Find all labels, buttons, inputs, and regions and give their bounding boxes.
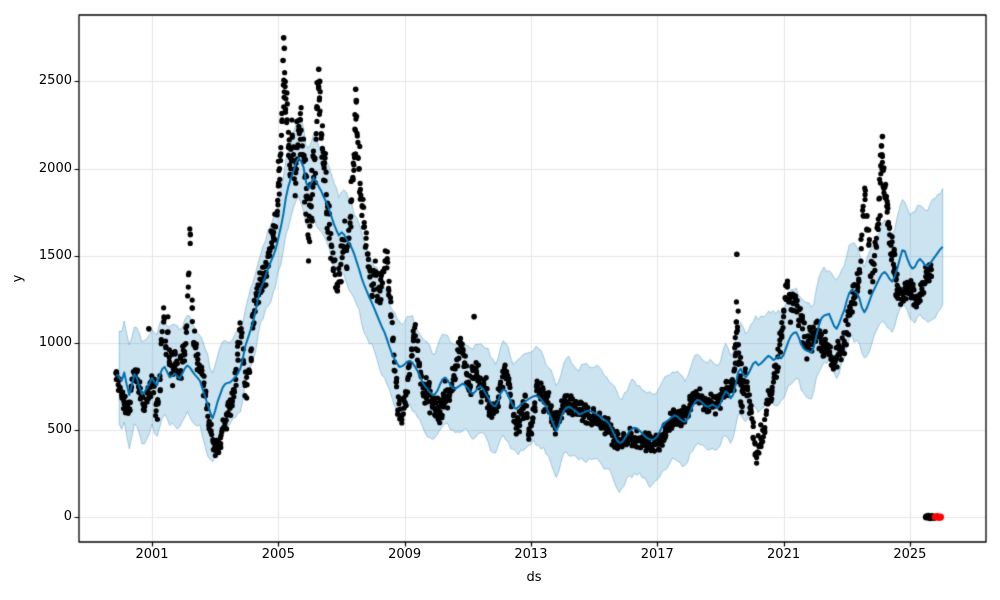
x-tick-label: 2005: [261, 547, 295, 562]
x-tick-label: 2021: [767, 547, 801, 562]
x-tick-label: 2001: [135, 547, 169, 562]
x-tick-label: 2025: [893, 547, 927, 562]
y-tick-label: 2000: [38, 160, 72, 176]
y-tick-label: 0: [63, 509, 72, 525]
x-tick-label: 2009: [388, 547, 422, 562]
y-tick-label: 1500: [38, 247, 72, 263]
y-tick-label: 500: [47, 421, 72, 437]
x-axis-label: ds: [526, 570, 542, 585]
x-tick-label: 2013: [514, 547, 548, 562]
y-tick-label: 2500: [38, 73, 72, 89]
x-tick-label: 2017: [640, 547, 674, 562]
y-axis-label: y: [10, 274, 26, 283]
y-tick-label: 1000: [38, 334, 72, 350]
